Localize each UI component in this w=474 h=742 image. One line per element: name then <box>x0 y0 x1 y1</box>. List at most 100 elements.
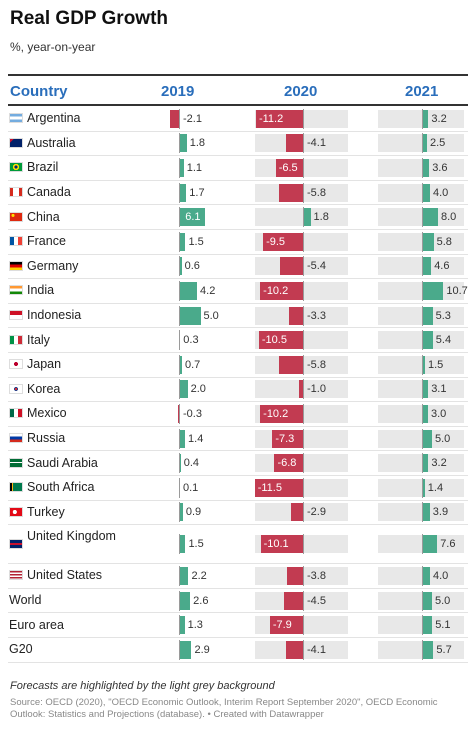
bar-2019-euro-area <box>179 616 185 635</box>
zero-axis-2019 <box>179 207 180 228</box>
table-row-france: France 1.5 -9.5 5.8 <box>8 230 468 255</box>
bar-2020-japan <box>278 355 303 374</box>
forecast-background <box>378 331 464 350</box>
zero-axis-2020 <box>303 615 304 636</box>
zero-axis-2020 <box>303 182 304 203</box>
zero-axis-2021 <box>422 207 423 228</box>
zero-axis-2019 <box>179 590 180 611</box>
table-row-russia: Russia 1.4 -7.3 5.0 <box>8 427 468 452</box>
value-label-2019: 1.3 <box>187 619 203 632</box>
united-states-flag-icon <box>9 570 23 581</box>
country-label: Euro area <box>9 617 64 632</box>
value-label-2019: 0.1 <box>183 481 199 494</box>
forecast-background <box>378 566 464 585</box>
zero-axis-2020 <box>303 256 304 277</box>
value-label-2019: 0.6 <box>184 260 200 273</box>
value-label-2021: 3.0 <box>431 407 447 420</box>
bar-2020-south-africa <box>254 478 303 497</box>
bar-2021-italy <box>422 331 433 350</box>
zero-axis-2020 <box>303 379 304 400</box>
forecast-background <box>378 306 464 325</box>
zero-axis-2020 <box>303 280 304 301</box>
south-africa-flag-icon <box>9 482 23 493</box>
bar-2020-germany <box>280 257 303 276</box>
value-label-2019: -0.3 <box>183 407 202 420</box>
zero-axis-2019 <box>179 157 180 178</box>
column-header-2021: 2021 <box>405 83 439 100</box>
forecast-note: Forecasts are highlighted by the light g… <box>10 680 275 692</box>
table-row-italy: Italy 0.3 -10.5 5.4 <box>8 328 468 353</box>
table-row-canada: Canada 1.7 -5.8 4.0 <box>8 181 468 206</box>
value-label-2019: 5.0 <box>203 309 219 322</box>
forecast-background <box>378 134 464 153</box>
bar-2020-euro-area <box>269 616 303 635</box>
france-flag-icon <box>9 236 23 247</box>
value-label-2021: 5.1 <box>435 619 451 632</box>
bar-2020-australia <box>285 134 303 153</box>
zero-axis-2021 <box>422 615 423 636</box>
country-label: France <box>27 234 66 249</box>
value-label-2020: -6.8 <box>277 457 297 470</box>
table-row-united-states: United States 2.2 -3.8 4.0 <box>8 564 468 589</box>
bar-2021-india <box>422 281 444 300</box>
country-label: Italy <box>27 332 50 347</box>
value-label-2021: 3.9 <box>432 506 449 519</box>
country-label: Mexico <box>27 406 67 421</box>
table-row-australia: Australia 1.8 -4.1 2.5 <box>8 132 468 157</box>
value-label-2021: 3.2 <box>431 457 447 470</box>
value-label-2021: 5.0 <box>435 594 451 607</box>
bar-2019-turkey <box>179 503 183 522</box>
country-label: United States <box>27 568 103 583</box>
zero-axis-2019 <box>179 639 180 660</box>
forecast-background <box>378 183 464 202</box>
japan-flag-icon <box>9 359 23 370</box>
value-label-2019: 2.2 <box>191 569 207 582</box>
bar-2019-indonesia <box>179 306 201 325</box>
brazil-flag-icon <box>9 162 23 173</box>
zero-axis-2020 <box>303 403 304 424</box>
zero-axis-2020 <box>303 207 304 228</box>
zero-axis-2020 <box>303 428 304 449</box>
bar-2021-china <box>422 208 438 227</box>
value-label-2020: -11.2 <box>258 112 284 125</box>
value-label-2020: 1.8 <box>313 211 329 224</box>
bar-2021-france <box>422 232 434 251</box>
bar-2019-china <box>179 208 206 227</box>
bar-2019-united-states <box>179 566 189 585</box>
russia-flag-icon <box>9 433 23 444</box>
value-label-2019: 6.1 <box>185 211 201 224</box>
bar-2020-indonesia <box>289 306 303 325</box>
bar-2019-canada <box>179 183 187 202</box>
bar-2019-united-kingdom <box>179 535 186 554</box>
zero-axis-2020 <box>303 590 304 611</box>
value-label-2020: -3.8 <box>307 569 326 582</box>
zero-axis-2019 <box>179 330 180 351</box>
australia-flag-icon <box>9 137 23 148</box>
zero-axis-2019 <box>179 615 180 636</box>
bar-2019-argentina <box>169 109 179 128</box>
top-rule <box>8 74 468 76</box>
value-label-2021: 1.4 <box>427 481 444 494</box>
column-header-2019: 2019 <box>161 83 195 100</box>
country-label: Saudi Arabia <box>27 455 98 470</box>
mexico-flag-icon <box>9 408 23 419</box>
value-label-2020: -1.0 <box>307 383 326 396</box>
forecast-background <box>378 257 464 276</box>
bar-2019-australia <box>179 134 187 153</box>
value-label-2021: 2.5 <box>430 137 446 150</box>
zero-axis-2019 <box>179 477 180 498</box>
value-label-2019: 1.4 <box>188 432 204 445</box>
bar-2020-mexico <box>260 404 303 423</box>
bar-2021-mexico <box>422 404 428 423</box>
value-label-2020: -9.5 <box>266 235 286 248</box>
value-label-2021: 1.5 <box>428 358 444 371</box>
zero-axis-2019 <box>179 133 180 154</box>
zero-axis-2020 <box>303 534 304 555</box>
bar-2019-g20 <box>179 640 192 659</box>
value-label-2021: 10.7 <box>446 284 468 297</box>
zero-axis-2020 <box>303 330 304 351</box>
value-label-2019: 2.9 <box>194 643 210 656</box>
zero-axis-2020 <box>303 231 304 252</box>
bar-2020-g20 <box>285 640 303 659</box>
bar-2019-india <box>179 281 198 300</box>
